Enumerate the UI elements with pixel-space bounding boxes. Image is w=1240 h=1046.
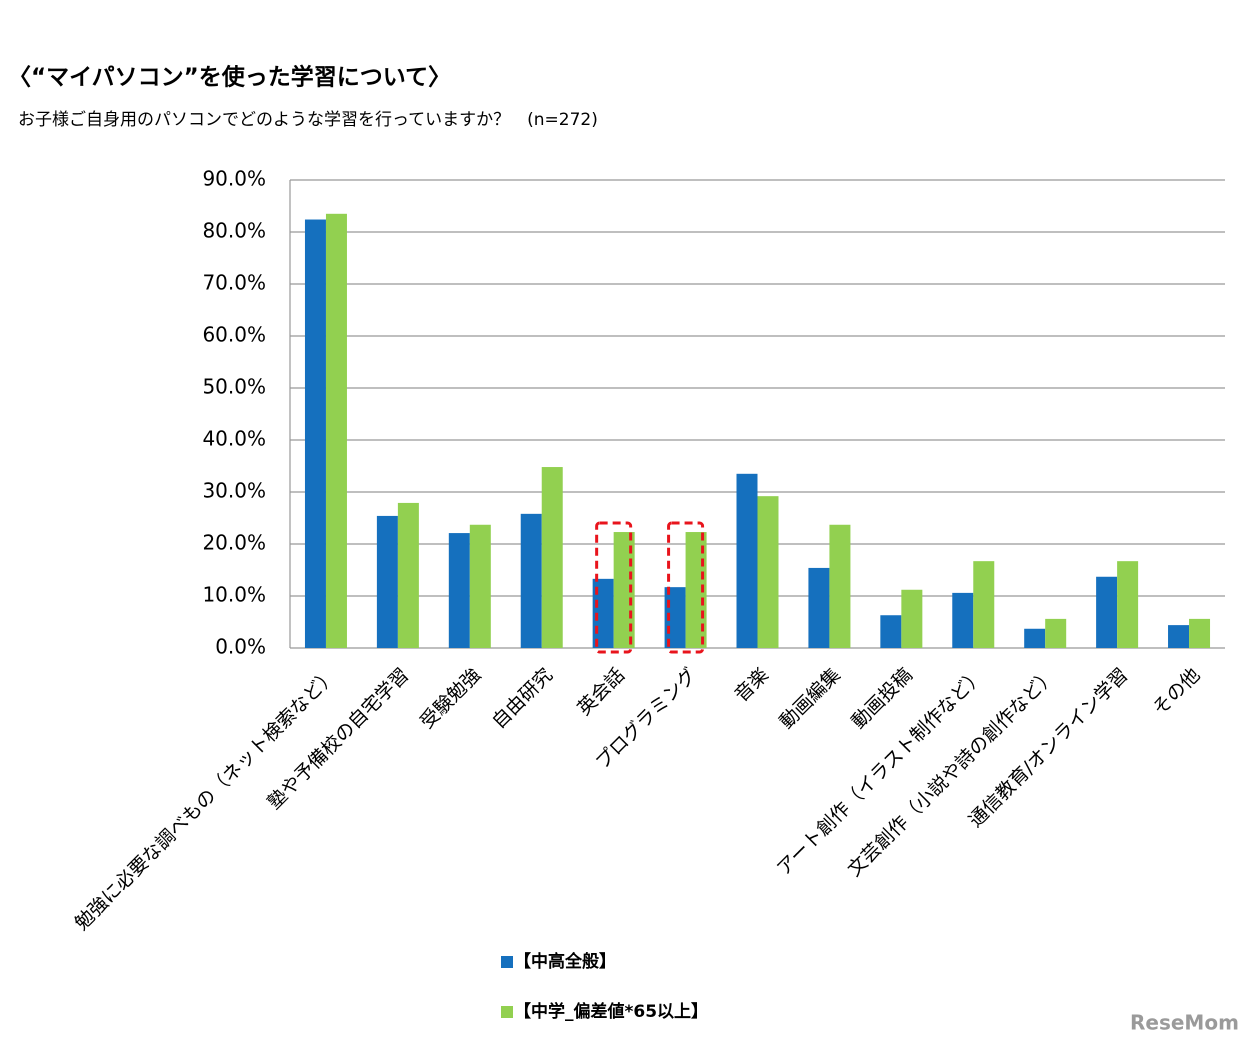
bar [1117, 561, 1139, 648]
bar [901, 589, 923, 648]
bar [736, 473, 758, 648]
chart-title: 〈“マイパソコン”を使った学習について〉 [8, 64, 451, 91]
y-tick-label: 0.0% [215, 635, 266, 659]
x-tick-label: 塾や予備校の自宅学習 [263, 664, 413, 814]
bar [808, 567, 830, 648]
watermark: ReseMom [1130, 1011, 1239, 1035]
y-tick-label: 40.0% [202, 427, 266, 451]
bar [520, 513, 542, 648]
legend-label: 【中学_偏差値*65以上】 [514, 1001, 708, 1022]
legend-label: 【中高全般】 [514, 951, 616, 972]
highlight-box [595, 521, 633, 654]
y-tick-label: 30.0% [202, 479, 266, 503]
x-tick-label: 動画編集 [776, 664, 845, 733]
y-tick-label: 90.0% [202, 167, 266, 191]
bar [469, 524, 491, 648]
bar [397, 502, 419, 648]
bar [376, 515, 398, 648]
bar [1189, 618, 1211, 648]
bar [304, 219, 326, 648]
y-tick-label: 10.0% [202, 583, 266, 607]
bar [757, 496, 779, 648]
chart-subtitle: お子様ご自身用のパソコンでどのような学習を行っていますか？ (n=272) [18, 110, 598, 130]
y-tick-label: 70.0% [202, 271, 266, 295]
bar [1168, 625, 1190, 648]
x-tick-label: 音楽 [730, 664, 772, 706]
y-tick-label: 80.0% [202, 219, 266, 243]
bar [541, 467, 563, 648]
x-tick-label: 英会話 [573, 664, 629, 720]
bar [829, 524, 851, 648]
bar [973, 561, 995, 648]
legend-swatch [501, 956, 513, 968]
bar [325, 213, 347, 649]
x-tick-label: 動画投稿 [847, 664, 916, 733]
bar [880, 615, 902, 648]
bar [1024, 628, 1046, 648]
y-tick-label: 20.0% [202, 531, 266, 555]
y-tick-label: 60.0% [202, 323, 266, 347]
x-tick-label: 自由研究 [488, 664, 557, 733]
highlight-box [667, 521, 705, 654]
bar [448, 533, 470, 648]
y-tick-label: 50.0% [202, 375, 266, 399]
bar [1096, 576, 1118, 648]
x-tick-label: 受験勉強 [416, 664, 485, 733]
bar [952, 592, 974, 648]
bar [1045, 618, 1067, 648]
x-tick-label: その他 [1149, 664, 1205, 720]
x-tick-label: 勉強に必要な調べもの（ネット検索など） [71, 664, 342, 935]
legend-swatch [501, 1006, 513, 1018]
